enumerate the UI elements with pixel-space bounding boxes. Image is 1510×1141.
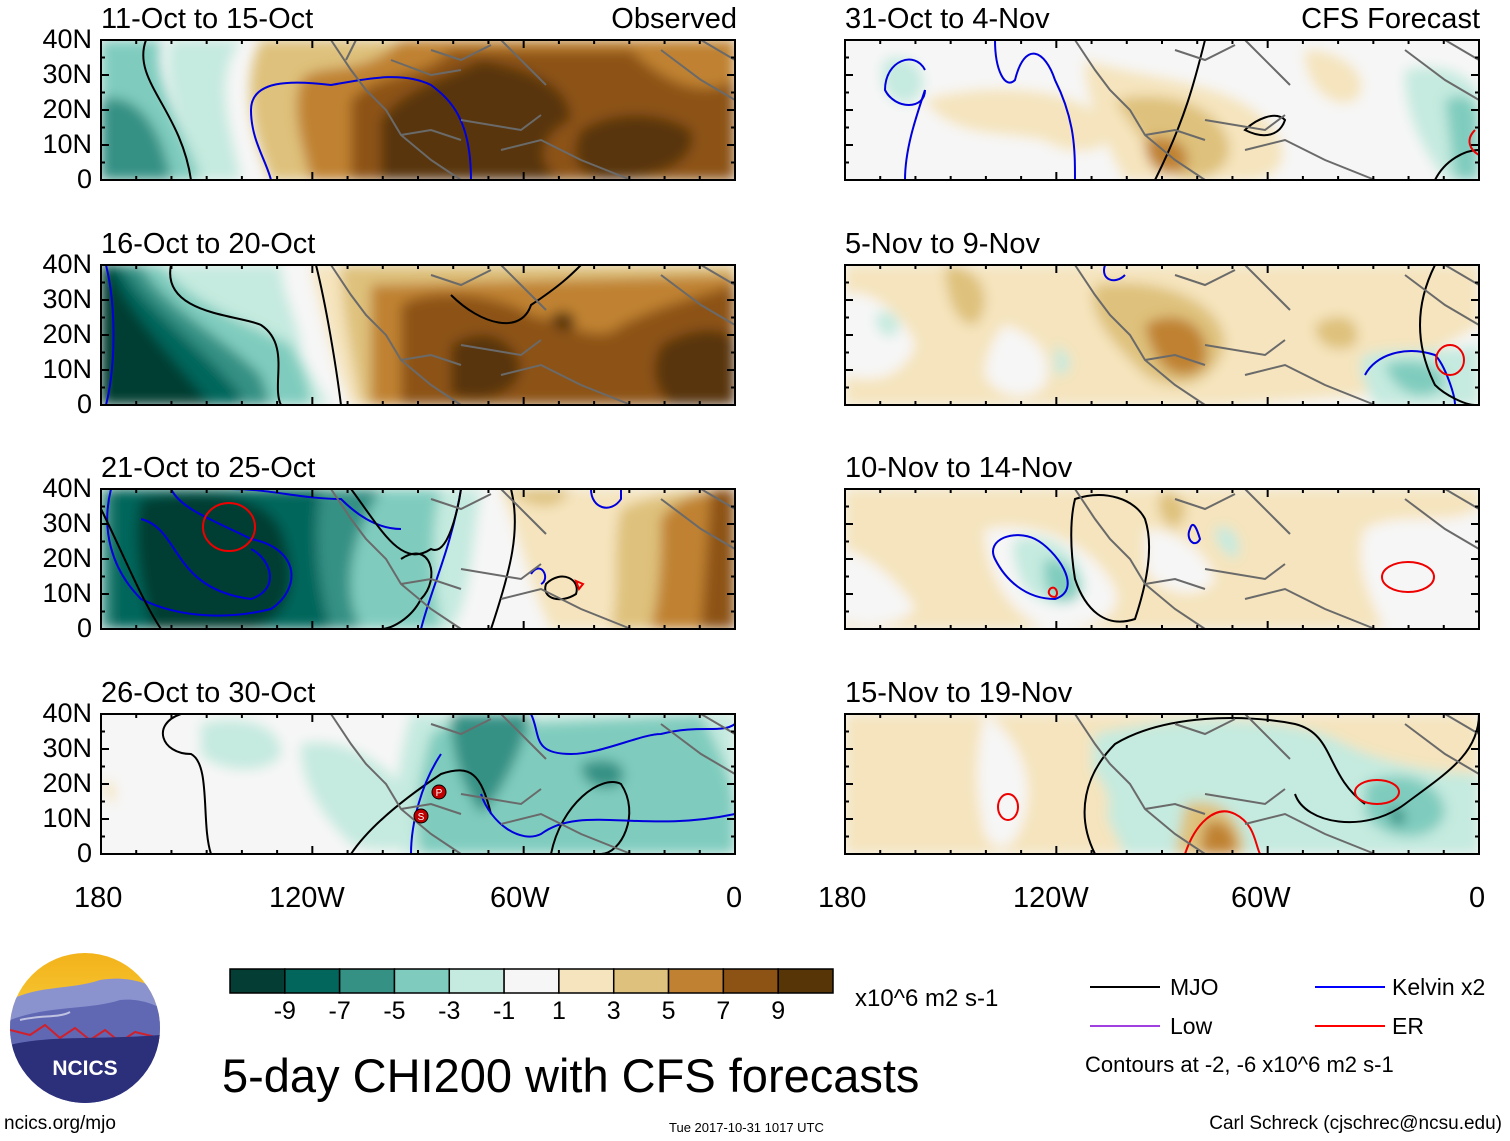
footer-author: Carl Schreck (cjschrec@ncsu.edu) bbox=[1209, 1113, 1502, 1134]
y-label-row1: 10N bbox=[42, 129, 92, 159]
colorbar-tick-label: -5 bbox=[383, 997, 406, 1025]
y-label-row4: 10N bbox=[42, 803, 92, 833]
colorbar-swatch bbox=[667, 968, 725, 994]
colorbar-swatch bbox=[722, 968, 779, 994]
colorbar-swatch bbox=[558, 968, 615, 994]
map-panel-4: P S bbox=[101, 713, 736, 855]
colorbar-swatch bbox=[284, 968, 341, 994]
colorbar-swatch bbox=[229, 968, 286, 994]
x-label-right-0: 0 bbox=[1469, 882, 1486, 914]
map-panel-5 bbox=[845, 39, 1480, 181]
panel-frames bbox=[100, 39, 1480, 855]
x-label-left-120w: 120W bbox=[269, 882, 345, 914]
panel-2-title: 16-Oct to 20-Oct bbox=[101, 228, 316, 260]
y-label-row1: 40N bbox=[42, 24, 92, 54]
footer-timestamp: Tue 2017-10-31 1017 UTC bbox=[669, 1120, 824, 1135]
y-label-row4: 20N bbox=[42, 768, 92, 798]
map-panel-1 bbox=[101, 39, 736, 181]
y-label-row3: 30N bbox=[42, 508, 92, 538]
storm-marker-s: S bbox=[413, 808, 429, 824]
y-label-row2: 10N bbox=[42, 354, 92, 384]
panel-8-title: 15-Nov to 19-Nov bbox=[845, 677, 1073, 709]
legend-mjo-label: MJO bbox=[1170, 974, 1219, 1000]
logo-text: NCICS bbox=[52, 1057, 117, 1080]
legend-er-label: ER bbox=[1392, 1013, 1424, 1039]
panel-4-title: 26-Oct to 30-Oct bbox=[101, 677, 316, 709]
map-panel-8 bbox=[845, 713, 1480, 855]
colorbar-tick-label: -7 bbox=[328, 997, 351, 1025]
y-label-row2: 40N bbox=[42, 249, 92, 279]
panel-6-title: 5-Nov to 9-Nov bbox=[845, 228, 1041, 260]
y-label-row4: 0 bbox=[76, 838, 92, 868]
footer-url: ncics.org/mjo bbox=[4, 1113, 116, 1134]
x-label-left-180: 180 bbox=[74, 882, 123, 914]
legend-low-label: Low bbox=[1170, 1013, 1213, 1039]
y-label-row3: 0 bbox=[76, 613, 92, 643]
colorbar-tick-label: 1 bbox=[551, 997, 566, 1025]
storm-marker-p-label: P bbox=[436, 788, 443, 799]
y-label-row3: 20N bbox=[42, 543, 92, 573]
colorbar-swatch bbox=[777, 968, 834, 994]
colorbar-swatch bbox=[503, 968, 560, 994]
map-panel-3 bbox=[100, 488, 736, 630]
main-title: 5-day CHI200 with CFS forecasts bbox=[222, 1049, 920, 1102]
legend-lines bbox=[1090, 986, 1385, 1027]
legend-kelvin-label: Kelvin x2 bbox=[1392, 974, 1486, 1000]
colorbar-tick-label: 7 bbox=[716, 997, 731, 1025]
y-label-row2: 30N bbox=[42, 284, 92, 314]
map-panel-2 bbox=[101, 264, 736, 406]
map-panel-7 bbox=[845, 488, 1480, 630]
ncics-logo: NCICS bbox=[10, 953, 160, 1103]
colorbar-tick-label: 9 bbox=[771, 997, 786, 1025]
y-label-row1: 20N bbox=[42, 94, 92, 124]
map-panel-6 bbox=[845, 264, 1480, 406]
panel-7-title: 10-Nov to 14-Nov bbox=[845, 452, 1073, 484]
y-label-row1: 30N bbox=[42, 59, 92, 89]
y-label-row4: 40N bbox=[42, 698, 92, 728]
observed-label: Observed bbox=[611, 3, 737, 35]
colorbar-units: x10^6 m2 s-1 bbox=[855, 985, 999, 1012]
colorbar-tick-label: 5 bbox=[661, 997, 676, 1025]
storm-marker-s-label: S bbox=[418, 812, 425, 823]
panel-3-title: 21-Oct to 25-Oct bbox=[101, 452, 316, 484]
x-label-right-180: 180 bbox=[818, 882, 867, 914]
panel-1-title: 11-Oct to 15-Oct bbox=[101, 3, 314, 35]
colorbar-tick-label: 3 bbox=[606, 997, 621, 1025]
y-label-row3: 40N bbox=[42, 473, 92, 503]
x-label-right-120w: 120W bbox=[1013, 882, 1089, 914]
storm-marker-p: P bbox=[431, 784, 447, 800]
colorbar-tick-label: -1 bbox=[492, 997, 516, 1025]
y-label-row3: 10N bbox=[42, 578, 92, 608]
forecast-label: CFS Forecast bbox=[1301, 3, 1480, 35]
colorbar-swatch bbox=[338, 968, 396, 994]
colorbar-swatch bbox=[448, 968, 505, 994]
colorbar-tick-label: -3 bbox=[438, 997, 461, 1025]
panel-5-title: 31-Oct to 4-Nov bbox=[845, 3, 1050, 35]
colorbar-swatch bbox=[612, 968, 670, 994]
y-label-row4: 30N bbox=[42, 733, 92, 763]
colorbar-swatch bbox=[393, 968, 451, 994]
y-label-row1: 0 bbox=[76, 164, 92, 194]
contour-note: Contours at -2, -6 x10^6 m2 s-1 bbox=[1085, 1052, 1394, 1077]
y-label-row2: 20N bbox=[42, 319, 92, 349]
colorbar bbox=[229, 968, 834, 994]
x-label-left-60w: 60W bbox=[490, 882, 550, 914]
y-label-row2: 0 bbox=[76, 389, 92, 419]
x-label-left-0: 0 bbox=[726, 882, 743, 914]
colorbar-tick-label: -9 bbox=[273, 997, 296, 1025]
x-label-right-60w: 60W bbox=[1231, 882, 1291, 914]
